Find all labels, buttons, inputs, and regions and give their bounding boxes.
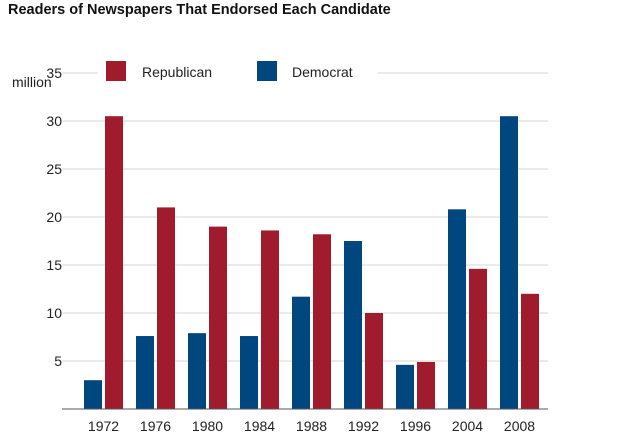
x-tick-label: 1992 [348, 418, 379, 434]
bar-democrat-1988 [292, 296, 310, 409]
legend-swatch-democrat [257, 61, 277, 81]
bar-democrat-2008 [500, 116, 518, 409]
x-tick-label: 2008 [504, 418, 535, 434]
x-tick-label: 1980 [192, 418, 223, 434]
y-tick-label: 10 [46, 305, 62, 321]
x-tick-label: 1984 [244, 418, 275, 434]
bar-republican-1988 [313, 234, 331, 409]
x-tick-label: 1996 [400, 418, 431, 434]
x-tick-label: 2004 [452, 418, 483, 434]
bar-democrat-2004 [448, 209, 466, 409]
bar-republican-1972 [105, 116, 123, 409]
y-tick-label: 15 [46, 257, 62, 273]
y-axis-unit-label: million [12, 74, 52, 90]
bar-democrat-1992 [344, 241, 362, 409]
y-tick-label: 20 [46, 209, 62, 225]
y-axis-ticks: 5 10 15 20 25 30 35 [46, 65, 62, 369]
y-tick-label: 30 [46, 113, 62, 129]
legend: Republican Democrat [98, 58, 378, 84]
bar-republican-1976 [157, 207, 175, 409]
bar-republican-1996 [417, 361, 435, 409]
x-tick-label: 1988 [296, 418, 327, 434]
y-tick-label: 35 [46, 65, 62, 81]
x-tick-label: 1972 [88, 418, 119, 434]
legend-swatch-republican [106, 61, 126, 81]
bar-democrat-1972 [84, 380, 102, 409]
bar-democrat-1980 [188, 333, 206, 409]
bar-republican-2008 [521, 293, 539, 409]
bar-democrat-1976 [136, 336, 154, 409]
bars [84, 116, 539, 409]
bar-republican-1980 [209, 226, 227, 409]
x-axis-ticks: 1972 1976 1980 1984 1988 1992 1996 2004 2008 [88, 418, 535, 434]
bar-republican-1984 [261, 230, 279, 409]
legend-label-republican: Republican [142, 64, 212, 80]
y-tick-label: 25 [46, 161, 62, 177]
y-tick-label: 5 [54, 353, 62, 369]
legend-label-democrat: Democrat [292, 64, 353, 80]
bar-republican-1992 [365, 313, 383, 409]
legend-background [98, 58, 378, 84]
bar-democrat-1984 [240, 336, 258, 409]
x-tick-label: 1976 [140, 418, 171, 434]
bar-republican-2004 [469, 268, 487, 409]
chart-title: Readers of Newspapers That Endorsed Each… [8, 2, 391, 18]
bar-democrat-1996 [396, 364, 414, 409]
